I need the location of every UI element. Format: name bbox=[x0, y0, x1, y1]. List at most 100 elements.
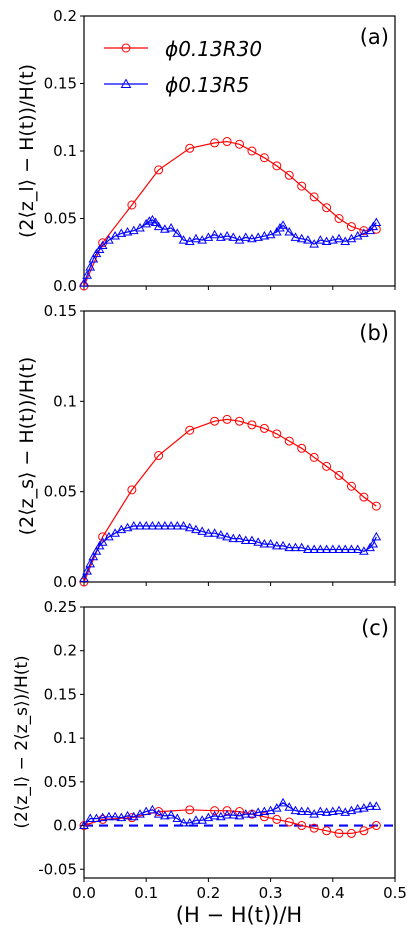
panel-c-point-r5 bbox=[79, 820, 89, 830]
panel-a-point-r5 bbox=[253, 232, 264, 241]
panel-b-point-r30 bbox=[359, 492, 369, 502]
panel-a-point-r5 bbox=[228, 232, 239, 241]
panel-a-point-r5 bbox=[147, 214, 158, 224]
panel-b-point-r5 bbox=[315, 544, 326, 553]
panel-a-point-r5 bbox=[203, 232, 214, 241]
panel-a-point-r5 bbox=[91, 248, 102, 258]
panel-a-point-r30 bbox=[127, 200, 137, 210]
panel-a-point-r30 bbox=[247, 146, 257, 156]
panel-a-point-r30 bbox=[334, 214, 344, 223]
panel-c-point-r5 bbox=[296, 806, 307, 816]
panel-a-point-r5 bbox=[184, 236, 195, 245]
panel-b-point-r5 bbox=[346, 544, 357, 553]
panel-b-point-r5 bbox=[253, 537, 264, 546]
panel-c-ytick-label: 0.25 bbox=[44, 598, 77, 616]
panel-a-point-r30 bbox=[309, 192, 319, 202]
panel-a-point-r5 bbox=[178, 235, 189, 244]
panel-b-point-r30 bbox=[185, 425, 195, 435]
panel-b-point-r5 bbox=[159, 520, 170, 530]
panel-c-point-r5 bbox=[284, 802, 295, 811]
panel-a-point-r5 bbox=[172, 228, 183, 237]
panel-b-point-r5 bbox=[191, 524, 201, 534]
panel-a-point-r5 bbox=[284, 226, 295, 236]
panel-a-point-r5 bbox=[275, 222, 285, 232]
panel-a-point-r5 bbox=[94, 244, 105, 254]
legend: ϕ0.13R30 ϕ0.13R5 bbox=[104, 37, 262, 97]
panel-c-point-r30 bbox=[359, 826, 369, 836]
panel-b-ytick-label: 0.1 bbox=[53, 392, 77, 410]
panel-b-frame bbox=[83, 310, 396, 583]
panel-a-point-r30 bbox=[154, 165, 164, 175]
panel-b-point-r5 bbox=[309, 544, 320, 553]
panel-c-point-r5 bbox=[340, 807, 351, 816]
panel-a-point-r5 bbox=[209, 229, 220, 239]
panel-a-point-r5 bbox=[340, 236, 351, 245]
panel-a-point-r5 bbox=[265, 229, 276, 239]
panel-a-point-r30 bbox=[185, 143, 195, 153]
panel-b-point-r5 bbox=[321, 544, 332, 553]
panel-c-ytick-label: 0.15 bbox=[44, 685, 77, 703]
panel-a-point-r5 bbox=[215, 232, 226, 241]
panel-c-point-r30 bbox=[185, 805, 195, 815]
x-tick-label: 0.3 bbox=[259, 884, 283, 902]
legend-label-r5: ϕ0.13R5 bbox=[165, 73, 249, 97]
panel-a-point-r5 bbox=[296, 233, 307, 243]
panel-b-point-r5 bbox=[371, 531, 382, 541]
panel-b-point-r5 bbox=[203, 528, 214, 537]
panel-c-point-r5 bbox=[365, 801, 375, 810]
x-tick-label: 0.2 bbox=[196, 884, 220, 902]
panel-b-point-r5 bbox=[178, 520, 189, 530]
panel-c-point-r30 bbox=[297, 821, 307, 831]
panel-a-point-r5 bbox=[371, 217, 382, 227]
panel-a-point-r5 bbox=[346, 233, 357, 243]
panel-a-point-r5 bbox=[315, 235, 326, 244]
panel-b-point-r5 bbox=[240, 535, 251, 544]
panel-a-point-r5 bbox=[122, 226, 133, 236]
panel-a-point-r5 bbox=[159, 224, 170, 233]
panel-b-point-r5 bbox=[259, 539, 270, 548]
panel-c-point-r5 bbox=[247, 809, 257, 818]
panel-c-point-r5 bbox=[203, 812, 214, 822]
panel-b-series-r30-line bbox=[83, 418, 377, 583]
panel-c-point-r5 bbox=[209, 810, 220, 820]
panel-b-point-r5 bbox=[141, 520, 152, 530]
panel-b-ytick-label: 0.05 bbox=[44, 483, 77, 501]
panel-c-point-r5 bbox=[159, 810, 170, 820]
panel-a-point-r30 bbox=[322, 203, 332, 213]
panel-c-label: (c) bbox=[361, 616, 389, 640]
panel-b-point-r30 bbox=[322, 461, 332, 471]
panel-c-point-r5 bbox=[184, 817, 195, 827]
panel-a-point-r5 bbox=[79, 278, 89, 287]
panel-b-point-r30 bbox=[371, 501, 381, 511]
panel-a-point-r5 bbox=[365, 225, 375, 235]
panel-b-point-r30 bbox=[272, 429, 282, 439]
panel-c-point-r5 bbox=[222, 810, 232, 819]
panel-c-point-r30 bbox=[259, 812, 269, 822]
panel-a-point-r5 bbox=[97, 240, 108, 249]
panel-b-point-r5 bbox=[85, 558, 96, 568]
x-tick-label: 0.1 bbox=[134, 884, 158, 902]
panel-a-point-r30 bbox=[259, 153, 269, 163]
panel-a-point-r30 bbox=[272, 161, 282, 171]
panel-b-point-r5 bbox=[153, 520, 164, 530]
panel-b-point-r5 bbox=[222, 531, 232, 541]
panel-b-point-r30 bbox=[127, 485, 137, 495]
panel-a-point-r5 bbox=[222, 231, 232, 240]
panel-c-point-r5 bbox=[259, 806, 270, 816]
panel-c-point-r30 bbox=[322, 826, 332, 836]
panel-a-point-r5 bbox=[290, 232, 301, 241]
panel-b-point-r5 bbox=[327, 544, 338, 553]
panel-a-point-r5 bbox=[110, 231, 120, 240]
panel-c-point-r5 bbox=[271, 803, 282, 812]
panel-a-point-r5 bbox=[135, 222, 145, 232]
panel-a-point-r5 bbox=[85, 262, 96, 271]
panel-a-point-r5 bbox=[240, 232, 251, 241]
panel-b-point-r5 bbox=[278, 540, 288, 550]
panel-c-point-r5 bbox=[110, 811, 120, 821]
panel-c-point-r5 bbox=[315, 806, 326, 816]
panel-c-point-r5 bbox=[321, 807, 332, 816]
panel-b-ytick-label: 0.15 bbox=[44, 302, 77, 320]
panel-c-ytick-label: 0.1 bbox=[53, 729, 77, 747]
panel-b-point-r30 bbox=[284, 436, 294, 446]
legend-label-r30: ϕ0.13R30 bbox=[165, 37, 262, 61]
